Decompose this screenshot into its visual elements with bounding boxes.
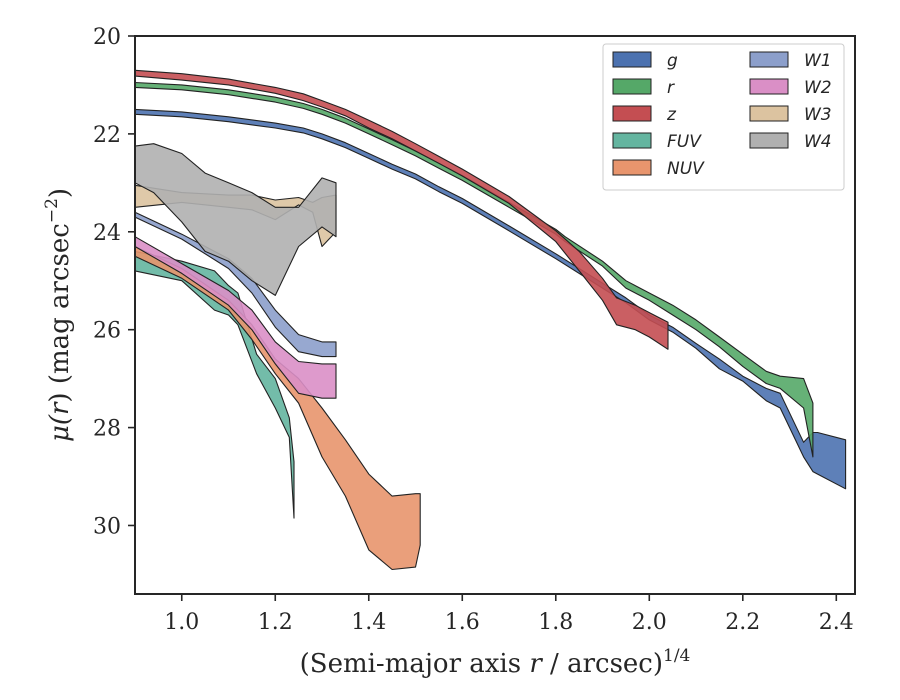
legend-swatch-z [612, 105, 652, 122]
y-tick-label: 24 [93, 221, 121, 246]
band-w4 [134, 143, 337, 296]
x-axis: 1.0 1.2 1.4 1.6 1.8 2.0 2.2 2.4 [164, 594, 854, 635]
x-tick-label: 1.2 [258, 610, 293, 635]
legend: grz FUV NUV W1 W2 W3 W4 [602, 43, 845, 191]
y-tick-label: 26 [93, 319, 121, 344]
legend-swatch-g [612, 51, 652, 68]
legend-swatch-w3 [749, 105, 789, 122]
legend-swatch-w1 [749, 51, 789, 68]
legend-swatch-w2 [749, 78, 789, 95]
x-tick-label: 1.4 [351, 610, 386, 635]
legend-label-g: g [667, 51, 678, 71]
legend-swatch-nuv [612, 159, 652, 176]
legend-label-fuv: FUV [667, 132, 702, 152]
band-w2 [134, 236, 337, 399]
legend-swatch-fuv [612, 132, 652, 149]
profile-bands [134, 69, 847, 571]
legend-label-r: r [667, 78, 675, 98]
y-tick-label: 22 [93, 123, 121, 148]
x-tick-label: 2.0 [632, 610, 667, 635]
x-tick-label: 1.8 [538, 610, 573, 635]
legend-label-w2: W2 [804, 78, 832, 98]
y-tick-label: 30 [93, 514, 121, 539]
x-tick-label: 2.2 [725, 610, 760, 635]
band-z [134, 69, 669, 350]
plot-frame [134, 35, 856, 595]
x-tick-label: 1.0 [164, 610, 199, 635]
x-axis-label: (Semi-major axis r / arcsec)1/4 [300, 646, 691, 679]
legend-swatch-w4 [749, 132, 789, 149]
y-tick-label: 28 [93, 417, 121, 442]
legend-label-w3: W3 [804, 105, 832, 125]
y-axis-label: μ(r) (mag arcsec−2) [42, 188, 75, 442]
legend-label-w4: W4 [804, 132, 832, 152]
y-axis: 20 22 24 26 28 30 [93, 25, 135, 539]
band-fuv [134, 250, 295, 519]
x-tick-label: 2.4 [819, 610, 854, 635]
y-tick-label: 20 [93, 25, 121, 50]
legend-label-w1: W1 [804, 51, 832, 71]
legend-swatch-r [612, 78, 652, 95]
band-g [134, 108, 847, 490]
legend-label-nuv: NUV [667, 159, 705, 179]
legend-label-z: z [666, 105, 677, 125]
x-tick-label: 1.6 [445, 610, 480, 635]
